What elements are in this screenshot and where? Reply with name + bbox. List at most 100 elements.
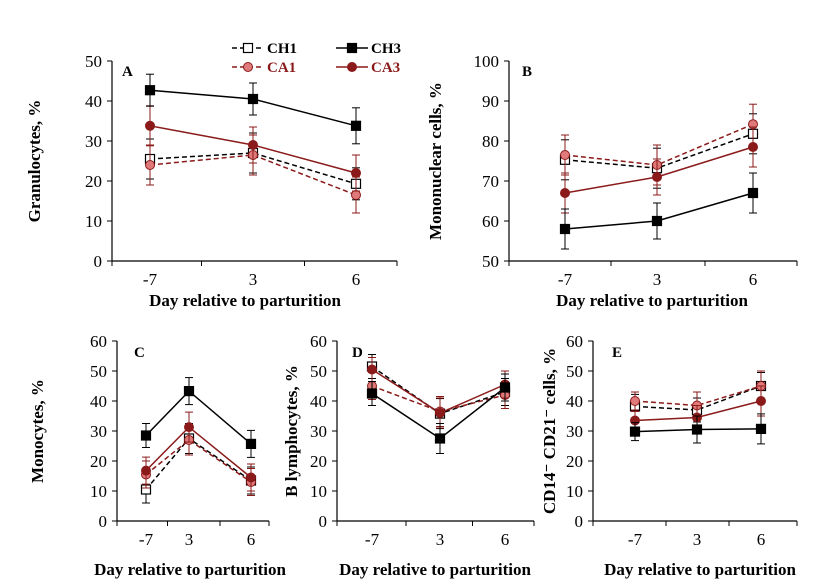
- x-axis-title: Day relative to parturition: [604, 560, 796, 579]
- data-point: [560, 150, 570, 160]
- y-tick-label: 50: [482, 252, 499, 271]
- panel-letter: D: [352, 345, 363, 361]
- data-point: [434, 433, 446, 444]
- panel-letter: A: [122, 64, 133, 80]
- data-point: [435, 408, 445, 418]
- y-tick-label: 40: [310, 392, 327, 411]
- y-axis-title: Granulocytes, %: [25, 100, 44, 223]
- y-tick-label: 20: [90, 452, 107, 471]
- y-tick-label: 90: [482, 92, 499, 111]
- y-tick-label: 10: [566, 482, 583, 501]
- series-ch3: [140, 377, 257, 458]
- legend-label: CH3: [371, 41, 401, 57]
- x-tick-label: -7: [628, 530, 643, 549]
- x-tick-label: 6: [247, 530, 256, 549]
- y-tick-label: 60: [90, 332, 107, 351]
- data-point: [248, 140, 258, 150]
- panel-a: 0 10 20 30 40 50 -7 3 6 Day relative to parturiti…: [25, 52, 398, 310]
- y-tick-label: 20: [85, 172, 102, 191]
- x-tick-label: -7: [558, 270, 573, 289]
- legend-item-ch1: CH1: [232, 41, 297, 57]
- legend-marker: [242, 42, 254, 54]
- legend: CH1 CH3 CA1 CA3: [232, 41, 401, 76]
- x-tick-label: 3: [249, 270, 258, 289]
- panel-letter: E: [612, 345, 622, 361]
- panel-e: 0 10 20 30 40 50 60 -7 3 6 Day relative to parturi…: [540, 332, 798, 579]
- x-tick-label: -7: [143, 270, 158, 289]
- panel-letter: C: [134, 345, 145, 361]
- y-axis-title: Monocytes, %: [28, 379, 47, 483]
- y-tick-label: 30: [85, 132, 102, 151]
- series-line: [145, 439, 252, 483]
- legend-item-ca1: CA1: [232, 60, 296, 76]
- y-tick-label: 0: [319, 512, 328, 531]
- series-line: [149, 152, 357, 185]
- series-ca3: [560, 126, 758, 214]
- series-line: [149, 154, 357, 196]
- series-ch3: [144, 73, 362, 145]
- y-tick-label: 0: [575, 512, 584, 531]
- legend-item-ca3: CA3: [336, 60, 400, 76]
- y-tick-label: 50: [90, 362, 107, 381]
- y-tick-label: 30: [566, 422, 583, 441]
- y-tick-label: 30: [310, 422, 327, 441]
- data-point: [145, 120, 155, 131]
- y-tick-label: 30: [90, 422, 107, 441]
- y-tick-label: 70: [482, 172, 499, 191]
- y-tick-label: 50: [310, 362, 327, 381]
- data-point: [366, 388, 378, 399]
- series-ch3: [559, 172, 759, 250]
- series-ca3: [141, 411, 256, 492]
- data-point: [630, 396, 640, 406]
- data-point: [247, 93, 259, 105]
- series-line: [634, 385, 762, 407]
- x-tick-label: 3: [653, 270, 662, 289]
- data-point: [351, 190, 361, 200]
- x-tick-label: 3: [436, 530, 445, 549]
- legend-marker: [347, 62, 357, 72]
- y-tick-label: 40: [85, 92, 102, 111]
- data-point: [691, 424, 703, 435]
- y-tick-label: 50: [566, 362, 583, 381]
- series-line: [634, 385, 762, 411]
- panel-c: 0 10 20 30 40 50 60 -7 3 6 Day relative to parturi…: [28, 332, 286, 579]
- y-tick-label: 10: [90, 482, 107, 501]
- data-point: [245, 438, 257, 449]
- data-point: [350, 120, 362, 131]
- x-tick-label: 6: [757, 530, 766, 549]
- data-point: [559, 223, 571, 235]
- data-point: [145, 160, 155, 170]
- data-point: [756, 396, 766, 406]
- series-ch3: [366, 373, 511, 454]
- y-tick-label: 10: [85, 212, 102, 231]
- x-axis-title: Day relative to parturition: [556, 291, 748, 310]
- y-tick-label: 60: [482, 212, 499, 231]
- y-axis-title: CD14⁻ CD21⁻ cells, %: [540, 348, 559, 514]
- data-point: [747, 187, 759, 199]
- x-tick-label: 3: [185, 530, 194, 549]
- data-point: [629, 426, 641, 437]
- legend-label: CA3: [371, 60, 400, 76]
- x-axis-title: Day relative to parturition: [94, 560, 286, 579]
- series-ch3: [629, 413, 767, 445]
- y-tick-label: 80: [482, 132, 499, 151]
- y-tick-label: 20: [566, 452, 583, 471]
- legend-item-ch3: CH3: [336, 41, 401, 57]
- x-tick-label: 6: [352, 270, 361, 289]
- data-point: [351, 168, 361, 178]
- x-tick-label: 3: [693, 530, 702, 549]
- data-point: [141, 465, 151, 476]
- legend-label: CA1: [267, 60, 296, 76]
- y-tick-label: 40: [566, 392, 583, 411]
- panel-letter: B: [522, 64, 532, 80]
- y-tick-label: 100: [474, 52, 500, 71]
- y-tick-label: 0: [94, 252, 103, 271]
- x-tick-label: -7: [139, 530, 154, 549]
- data-point: [652, 172, 662, 182]
- x-tick-label: 6: [501, 530, 510, 549]
- data-point: [367, 364, 377, 375]
- data-point: [748, 142, 758, 152]
- y-tick-label: 50: [85, 52, 102, 71]
- y-tick-label: 60: [566, 332, 583, 351]
